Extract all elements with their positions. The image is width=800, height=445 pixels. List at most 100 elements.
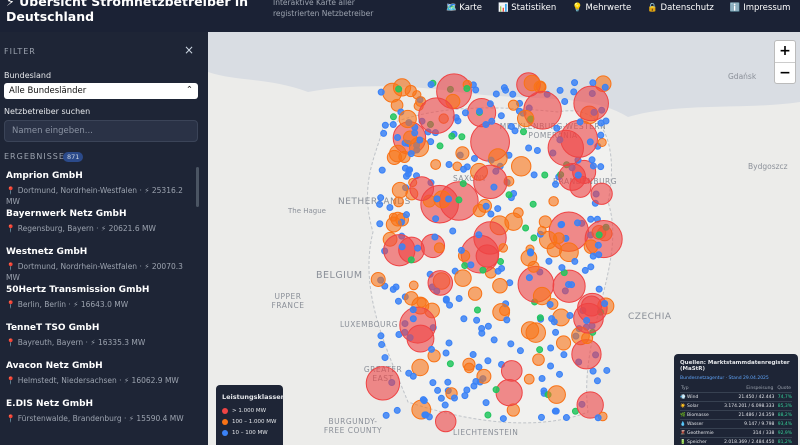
marker[interactable] bbox=[581, 266, 589, 274]
marker[interactable] bbox=[386, 203, 394, 211]
marker[interactable] bbox=[445, 195, 453, 203]
result-item[interactable]: E.DIS Netz GmbH 📍 Fürstenwalde, Brandenbu… bbox=[6, 399, 196, 424]
marker[interactable] bbox=[601, 83, 609, 91]
marker[interactable] bbox=[496, 258, 504, 266]
marker[interactable] bbox=[590, 182, 613, 205]
marker[interactable] bbox=[394, 133, 402, 141]
marker[interactable] bbox=[574, 171, 582, 179]
marker[interactable] bbox=[445, 339, 453, 347]
marker[interactable] bbox=[463, 84, 471, 92]
nav-link[interactable]: 🗺️ Karte bbox=[446, 3, 482, 13]
marker[interactable] bbox=[530, 234, 538, 242]
result-item[interactable]: TenneT TSO GmbH 📍 Bayreuth, Bayern · ⚡ 16… bbox=[6, 323, 196, 348]
marker[interactable] bbox=[475, 107, 483, 115]
marker[interactable] bbox=[507, 99, 520, 111]
marker[interactable] bbox=[433, 242, 445, 254]
marker[interactable] bbox=[409, 176, 435, 201]
marker[interactable] bbox=[490, 336, 498, 344]
marker[interactable] bbox=[576, 118, 584, 126]
marker[interactable] bbox=[484, 411, 492, 419]
marker[interactable] bbox=[427, 80, 435, 88]
marker[interactable] bbox=[566, 312, 574, 320]
marker[interactable] bbox=[391, 181, 409, 199]
marker[interactable] bbox=[445, 161, 453, 169]
marker[interactable] bbox=[389, 113, 397, 121]
marker[interactable] bbox=[547, 344, 555, 352]
marker[interactable] bbox=[486, 100, 494, 108]
zoom-in[interactable]: + bbox=[775, 41, 795, 63]
marker[interactable] bbox=[583, 317, 591, 325]
marker[interactable] bbox=[532, 353, 545, 366]
marker[interactable] bbox=[405, 166, 413, 174]
marker[interactable] bbox=[568, 281, 576, 289]
marker[interactable] bbox=[482, 202, 490, 210]
marker[interactable] bbox=[490, 183, 498, 191]
marker[interactable] bbox=[470, 154, 478, 162]
marker[interactable] bbox=[547, 362, 555, 370]
marker[interactable] bbox=[393, 406, 401, 414]
marker[interactable] bbox=[589, 79, 597, 87]
result-item[interactable]: Westnetz GmbH 📍 Dortmund, Nordrhein-Westf… bbox=[6, 247, 196, 283]
marker[interactable] bbox=[552, 407, 560, 415]
marker[interactable] bbox=[560, 351, 568, 359]
marker[interactable] bbox=[511, 156, 532, 177]
marker[interactable] bbox=[536, 346, 544, 354]
marker[interactable] bbox=[441, 401, 449, 409]
marker[interactable] bbox=[492, 90, 500, 98]
marker[interactable] bbox=[437, 394, 445, 402]
marker[interactable] bbox=[561, 97, 569, 105]
marker[interactable] bbox=[488, 117, 496, 125]
marker[interactable] bbox=[597, 163, 605, 171]
marker[interactable] bbox=[595, 251, 603, 259]
marker[interactable] bbox=[603, 366, 611, 374]
marker[interactable] bbox=[523, 373, 535, 385]
marker[interactable] bbox=[461, 109, 469, 117]
marker[interactable] bbox=[556, 86, 564, 94]
marker[interactable] bbox=[523, 74, 541, 92]
marker[interactable] bbox=[473, 164, 508, 200]
marker[interactable] bbox=[402, 172, 410, 180]
marker[interactable] bbox=[409, 306, 417, 314]
marker[interactable] bbox=[475, 244, 499, 268]
marker[interactable] bbox=[484, 322, 492, 330]
marker[interactable] bbox=[449, 227, 457, 235]
marker[interactable] bbox=[442, 349, 450, 357]
marker[interactable] bbox=[597, 137, 607, 148]
marker[interactable] bbox=[461, 262, 469, 270]
marker[interactable] bbox=[552, 180, 560, 188]
marker[interactable] bbox=[427, 138, 435, 146]
marker[interactable] bbox=[448, 132, 456, 140]
marker[interactable] bbox=[463, 362, 475, 374]
marker[interactable] bbox=[498, 243, 509, 253]
marker[interactable] bbox=[479, 266, 487, 274]
marker[interactable] bbox=[597, 131, 605, 139]
marker[interactable] bbox=[553, 124, 561, 132]
marker[interactable] bbox=[431, 233, 439, 241]
marker[interactable] bbox=[507, 340, 515, 348]
marker[interactable] bbox=[537, 413, 545, 421]
marker[interactable] bbox=[594, 414, 602, 422]
marker[interactable] bbox=[559, 242, 579, 263]
marker[interactable] bbox=[393, 196, 404, 208]
marker[interactable] bbox=[595, 231, 603, 239]
marker[interactable] bbox=[588, 156, 596, 164]
marker[interactable] bbox=[416, 136, 424, 144]
marker[interactable] bbox=[492, 277, 508, 294]
marker[interactable] bbox=[411, 358, 429, 377]
marker[interactable] bbox=[460, 315, 468, 323]
marker[interactable] bbox=[380, 129, 388, 137]
marker[interactable] bbox=[454, 117, 462, 125]
marker[interactable] bbox=[557, 221, 565, 229]
nav-link[interactable]: 💡 Mehrwerte bbox=[572, 3, 632, 13]
marker[interactable] bbox=[548, 196, 559, 207]
marker[interactable] bbox=[407, 256, 415, 264]
marker[interactable] bbox=[389, 120, 397, 128]
marker[interactable] bbox=[507, 123, 515, 131]
marker[interactable] bbox=[545, 257, 553, 265]
marker[interactable] bbox=[472, 86, 480, 94]
map[interactable]: NETHERLANDS The Hague BELGIUM LUXEMBOURG… bbox=[208, 32, 800, 445]
marker[interactable] bbox=[482, 399, 490, 407]
marker[interactable] bbox=[381, 354, 389, 362]
marker[interactable] bbox=[555, 335, 572, 351]
marker[interactable] bbox=[494, 205, 502, 213]
